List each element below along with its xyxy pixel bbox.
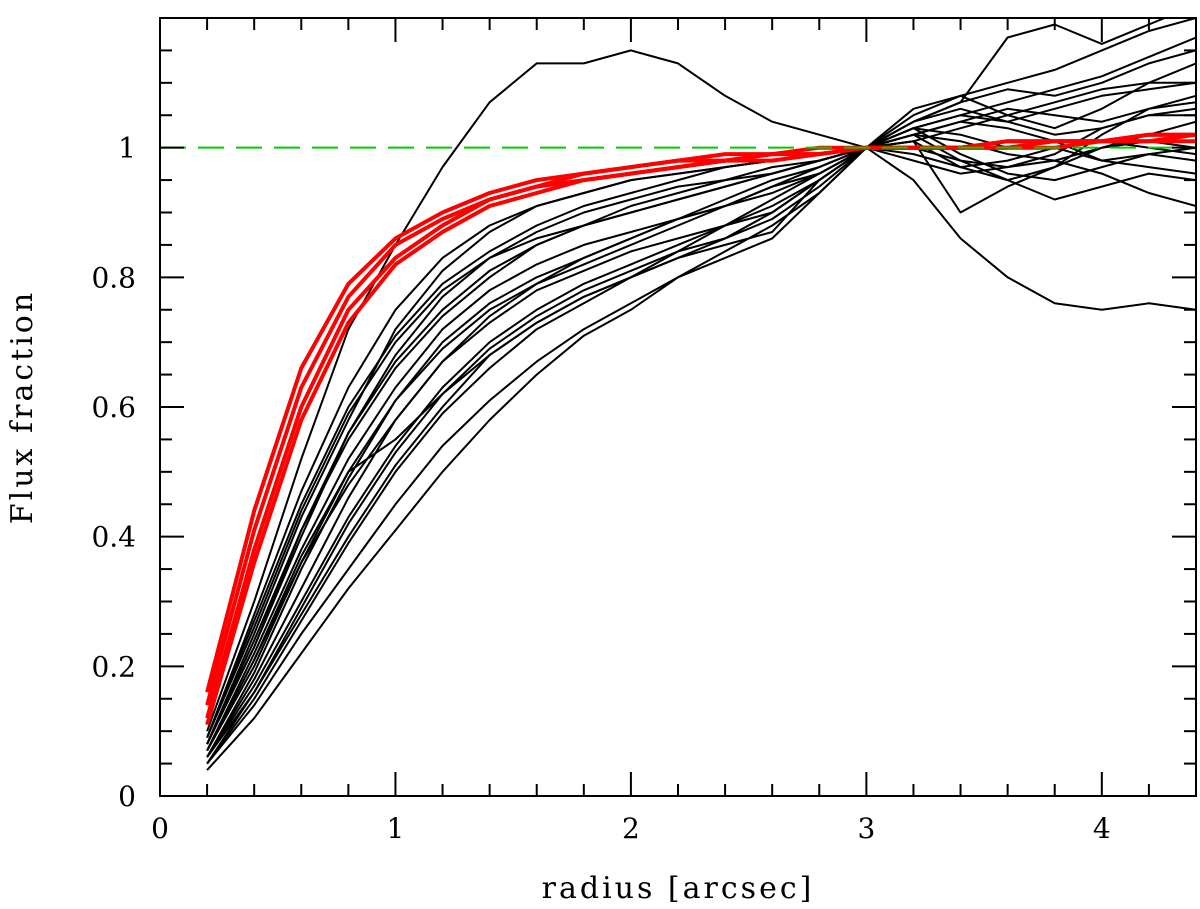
y-tick-label: 1: [118, 132, 136, 165]
measured-curves: [206, 18, 1196, 771]
model-curve-4: [205, 132, 1196, 726]
measured-curve-1: [206, 49, 1196, 732]
tick-labels: 0 1 2 3 4 0 0.2 0.4 0.6 0.8 1: [91, 132, 1110, 845]
measured-curve-8: [206, 81, 1196, 758]
y-tick-label: 0.2: [91, 650, 136, 683]
measured-curve-6: [206, 146, 1196, 738]
measured-curve-4: [206, 62, 1196, 771]
measured-curve-20: [206, 114, 1196, 745]
x-tick-label: 1: [387, 812, 405, 845]
axis-ticks: [159, 17, 1197, 797]
measured-curve-16: [206, 127, 1196, 758]
x-tick-label: 3: [857, 812, 875, 845]
measured-curve-13: [206, 18, 1196, 765]
measured-curve-10: [206, 81, 1196, 745]
measured-curve-15: [206, 120, 1196, 745]
model-curve-1: [205, 139, 1196, 693]
measured-curve-12: [206, 146, 1196, 738]
measured-curve-3: [206, 18, 1168, 758]
x-tick-label: 2: [622, 812, 640, 845]
data-layer: [160, 18, 1196, 771]
x-axis-title: radius [arcsec]: [542, 871, 815, 906]
y-tick-label: 0: [118, 780, 136, 813]
x-tick-label: 0: [151, 812, 169, 845]
y-tick-label: 0.4: [91, 521, 136, 554]
measured-curve-9: [206, 127, 1196, 752]
model-curves: [205, 132, 1196, 726]
measured-curve-14: [206, 120, 1196, 752]
model-curve-3: [205, 132, 1196, 719]
x-tick-label: 4: [1093, 812, 1111, 845]
y-tick-label: 0.8: [91, 261, 136, 294]
y-axis-title: Flux fraction: [5, 290, 40, 524]
measured-curve-11: [206, 107, 1196, 758]
y-tick-label: 0.6: [91, 391, 136, 424]
model-curve-2: [205, 132, 1196, 706]
measured-curve-19: [206, 49, 1196, 765]
measured-curve-18: [206, 140, 1196, 752]
plot-frame: [159, 17, 1197, 797]
measured-curve-5: [206, 133, 1196, 752]
